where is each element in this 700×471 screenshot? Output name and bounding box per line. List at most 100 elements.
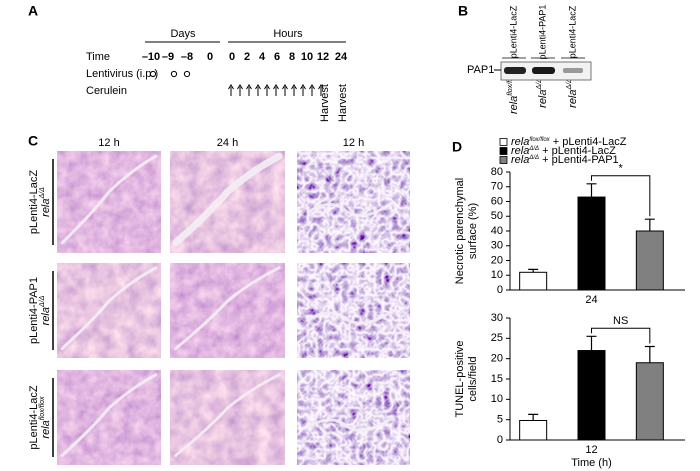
row-label: Time — [86, 51, 110, 63]
arrow-head — [237, 84, 243, 90]
row-vector-label: pLenti4-LacZ — [28, 170, 40, 234]
genotype-label: relaΔ/Δ — [39, 295, 52, 325]
genotype-base: rela — [508, 96, 520, 114]
row-label: Cerulein — [86, 85, 127, 97]
significance-label: NS — [613, 315, 628, 327]
bar — [577, 196, 606, 291]
y-tick-label: 25 — [491, 332, 503, 344]
days-label: Days — [170, 28, 196, 40]
legend-swatch — [499, 138, 508, 146]
micrograph — [57, 151, 161, 253]
y-axis-label: surface (%) — [467, 203, 479, 259]
protein-label: PAP1 — [467, 64, 494, 76]
hour-tick: 10 — [301, 51, 313, 63]
y-tick-label: 20 — [491, 353, 503, 365]
column-header: 24 h — [217, 137, 238, 149]
legend-vector: + pLenti4-LacZ — [539, 145, 616, 157]
genotype-base: rela — [40, 199, 52, 217]
arrow-head — [318, 84, 324, 90]
x-tick-label: 12 — [585, 444, 597, 456]
bar — [519, 419, 548, 441]
hour-tick: 2 — [244, 51, 250, 63]
genotype-sup: Δ/Δ — [39, 295, 46, 308]
y-tick-label: 20 — [491, 254, 503, 266]
legend-label: relaΔ/Δ + pLenti4-LacZ — [511, 145, 616, 157]
legend-label: relaflox/flox + pLenti4-LacZ — [511, 136, 627, 148]
significance-bracket — [591, 175, 651, 217]
y-tick-label: 80 — [491, 166, 503, 178]
micrograph — [170, 151, 285, 253]
legend-genotype-sup: Δ/Δ — [528, 155, 539, 161]
lane-label: pLenti4-PAP1 — [537, 5, 547, 60]
genotype-label: relaΔ/Δ — [566, 78, 579, 108]
genotype-base: rela — [40, 420, 52, 438]
lane-label: pLenti4-LacZ — [567, 5, 577, 58]
injection-marker — [149, 70, 157, 78]
genotype-base: rela — [40, 307, 52, 325]
hours-label: Hours — [273, 28, 303, 40]
micrograph — [170, 263, 285, 358]
panel-label: B — [458, 3, 468, 19]
row-vector-label: pLenti4-LacZ — [28, 385, 40, 449]
blot-band — [532, 67, 555, 74]
legend-vector: + pLenti4-PAP1 — [539, 154, 619, 166]
arrow-head — [309, 84, 315, 90]
arrow-head — [246, 84, 252, 90]
x-axis-label: Time (h) — [571, 457, 612, 469]
y-tick-label: 30 — [491, 240, 503, 252]
micrograph — [57, 263, 161, 358]
tissue-septum — [306, 416, 395, 432]
arrow-head — [291, 84, 297, 90]
genotype-base: rela — [567, 90, 579, 108]
blot-band — [504, 67, 526, 74]
legend-swatch — [499, 147, 508, 155]
genotype-label: relaflox/flox — [507, 71, 520, 114]
injection-marker — [183, 70, 191, 78]
y-tick-label: 60 — [491, 195, 503, 207]
genotype-sup: flox/flox — [507, 71, 514, 95]
error-bar — [528, 268, 539, 273]
arrow-head — [255, 84, 261, 90]
harvest-label: Harvest — [319, 84, 331, 122]
y-tick-label: 5 — [497, 414, 503, 426]
legend-genotype: rela — [511, 136, 529, 148]
harvest-label: Harvest — [337, 84, 349, 122]
lane-label: pLenti4-LacZ — [508, 5, 518, 58]
y-tick-label: 40 — [491, 225, 503, 237]
genotype-sup: Δ/Δ — [39, 187, 46, 200]
genotype-sup: Δ/Δ — [566, 78, 573, 91]
blot-band — [563, 68, 583, 73]
bar — [635, 362, 664, 441]
tissue-septum — [60, 266, 158, 350]
panel-label: C — [28, 133, 38, 149]
panel-label: D — [452, 139, 462, 155]
tissue-septum — [60, 373, 158, 457]
error-bar — [644, 345, 655, 363]
genotype-sup: flox/flox — [39, 396, 46, 420]
y-tick-label: 15 — [491, 373, 503, 385]
day-tick: –10 — [142, 51, 160, 63]
row-label: Lentivirus (i.p.) — [86, 68, 158, 80]
error-bar — [586, 335, 597, 351]
y-axis-label: TUNEL-positive — [454, 340, 466, 417]
column-header: 12 h — [343, 137, 364, 149]
genotype-label: relaflox/flox — [39, 396, 52, 439]
y-tick-label: 30 — [491, 312, 503, 324]
bar — [635, 230, 664, 291]
hour-tick: 0 — [229, 51, 235, 63]
y-tick-label: 0 — [497, 284, 503, 296]
significance-bracket — [591, 327, 651, 344]
column-header: 12 h — [98, 137, 119, 149]
y-tick-label: 70 — [491, 181, 503, 193]
legend-vector: + pLenti4-LacZ — [550, 136, 627, 148]
tissue-septum — [172, 152, 283, 247]
genotype-label: relaΔ/Δ — [39, 187, 52, 217]
micrograph — [170, 370, 285, 465]
arrow-head — [264, 84, 270, 90]
hour-tick: 12 — [317, 51, 329, 63]
arrow-head — [282, 84, 288, 90]
x-tick-label: 24 — [585, 294, 597, 306]
panel-label: A — [28, 3, 38, 19]
day-tick: –9 — [162, 51, 174, 63]
